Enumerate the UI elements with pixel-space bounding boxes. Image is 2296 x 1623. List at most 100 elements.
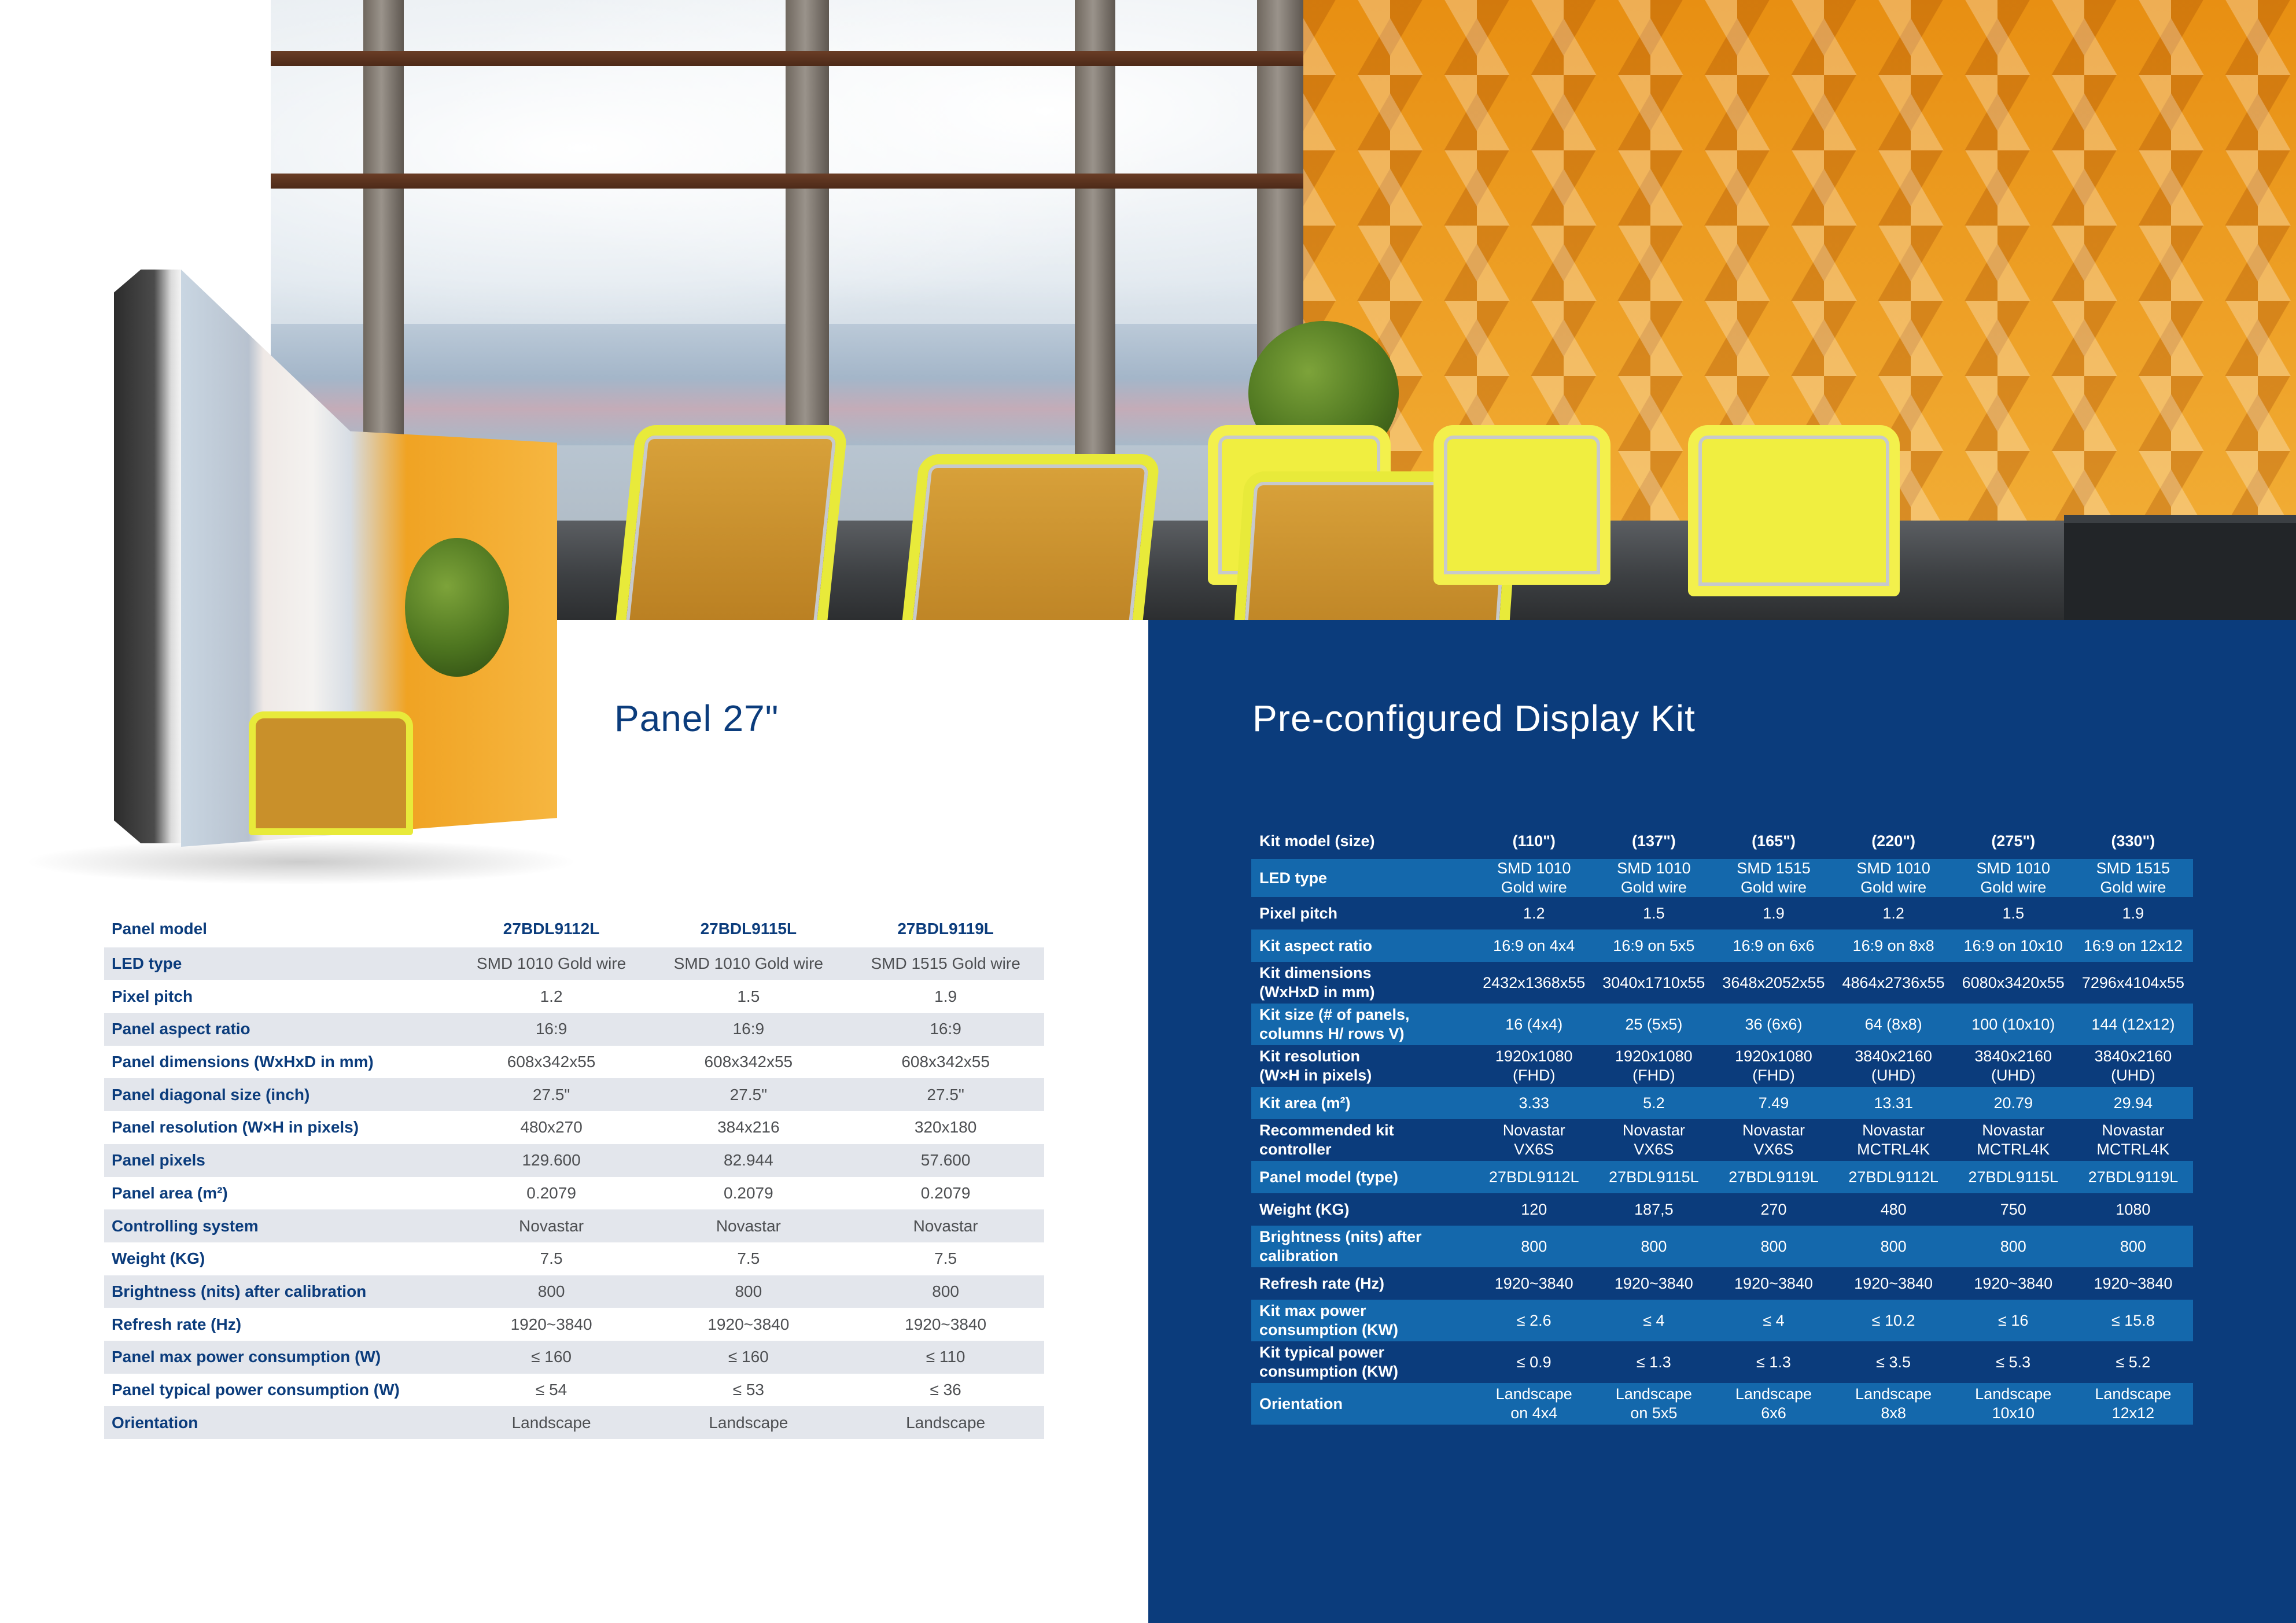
cell-value-line: 16:9 on 12x12 — [2083, 936, 2183, 954]
cell-value: 1920~3840 — [2073, 1267, 2193, 1300]
cell-value: ≤ 160 — [650, 1340, 847, 1374]
kit-row-pixel-pitch: Pixel pitch 1.2 1.5 1.9 1.2 1.5 1.9 — [1251, 897, 2193, 929]
row-label-line: Kit resolution — [1259, 1047, 1360, 1065]
cell-value-line: 16:9 on 10x10 — [1963, 936, 2063, 954]
row-label-line: Kit aspect ratio — [1259, 936, 1373, 954]
cell-value: ≤ 54 — [535, 1380, 567, 1399]
row-label-line: Recommended kit — [1259, 1122, 1394, 1139]
cell-value: SMD 1010 Gold wire — [1594, 859, 1714, 897]
cell-value: 2432x1368x55 — [1474, 962, 1594, 1004]
cell-value: 16:9 on 5x5 — [1594, 929, 1714, 962]
kit-row-panel-model-type: Panel model (type) 27BDL9112L 27BDL9115L 27… — [1251, 1161, 2193, 1193]
panel-row-panel-aspect-ratio: Panel aspect ratio 16:9 16:9 16:9 — [104, 1013, 1044, 1046]
cell-value-line: SMD 1515 — [1737, 860, 1811, 877]
cell-value-line: 36 (6x6) — [1745, 1015, 1803, 1033]
cell-value: ≤ 5.2 — [2073, 1341, 2193, 1383]
row-label-line: (W×H in pixels) — [1259, 1067, 1372, 1084]
kit-row-recommended-kit-controller: Recommended kit controller Novastar VX6S Nov… — [1251, 1119, 2193, 1161]
cell-value: 7.5 — [934, 1249, 957, 1268]
cell-value: 82.944 — [650, 1144, 847, 1177]
cell-value: 1.5 — [1594, 897, 1713, 929]
cell-value-line: 1080 — [2116, 1200, 2151, 1218]
cell-value-line: 1.5 — [1643, 904, 1665, 922]
row-label: Orientation — [104, 1406, 453, 1439]
kit-row-refresh-rate-hz: Refresh rate (Hz) 1920~3840 1920~3840 1920~… — [1251, 1267, 2193, 1300]
cell-value-line: (FHD) — [1752, 1067, 1795, 1084]
cell-value: 25 (5x5) — [1594, 1004, 1714, 1045]
cell-value: 4864x2736x55 — [1834, 962, 1954, 1004]
cell-value: ≤ 10.2 — [1833, 1300, 1954, 1341]
cell-value: ≤ 110 — [847, 1340, 1044, 1374]
cell-value: 27BDL9115L — [1594, 1161, 1714, 1193]
panel-row-refresh-rate-hz: Refresh rate (Hz) 1920~3840 1920~3840 1920~… — [104, 1308, 1044, 1341]
window-frame-bar — [271, 51, 1303, 66]
panel-spec-table: Panel model 27BDL9112L 27BDL9115L 27BDL9… — [104, 913, 1044, 1439]
cell-value: 320x180 — [914, 1118, 977, 1137]
cell-value-line: 6x6 — [1761, 1404, 1786, 1422]
cell-value-line: (UHD) — [1871, 1067, 1916, 1084]
row-label-line: Kit area (m²) — [1259, 1094, 1351, 1112]
cell-value: 29.94 — [2073, 1087, 2193, 1119]
row-label-line: Panel model (type) — [1259, 1168, 1399, 1186]
cell-value-line: 1920~3840 — [1734, 1274, 1813, 1292]
cell-value-line: on 5x5 — [1630, 1404, 1678, 1422]
cell-value-line: Landscape — [1855, 1385, 1932, 1403]
row-label-line: Pixel pitch — [1259, 904, 1338, 922]
cell-value: Novastar — [847, 1209, 1044, 1242]
row-label: Refresh rate (Hz) — [1251, 1267, 1474, 1300]
cell-value-line: 1920~3840 — [1854, 1274, 1933, 1292]
cell-value-line: 1920x1080 — [1735, 1047, 1812, 1065]
chair — [1433, 425, 1610, 585]
cell-value-line: 100 (10x10) — [1971, 1015, 2055, 1033]
cell-value-line: 1920x1080 — [1615, 1047, 1693, 1065]
cell-value: Novastar — [452, 1209, 650, 1242]
cell-value-line: ≤ 5.2 — [2116, 1353, 2151, 1371]
cell-value: ≤ 16 — [1953, 1300, 2073, 1341]
cell-value-line: (UHD) — [2111, 1067, 2155, 1084]
row-label-line: Kit dimensions — [1259, 964, 1372, 982]
cell-value: 1920x1080 (FHD) — [1594, 1045, 1713, 1087]
cell-value-line: 800 — [2000, 1237, 2026, 1255]
cell-value: Landscape on 4x4 — [1474, 1383, 1594, 1425]
cell-value-line: 3840x2160 — [1855, 1047, 1932, 1065]
cell-value: 0.2079 — [920, 1183, 971, 1202]
cell-value: 6080x3420x55 — [1954, 962, 2073, 1004]
cell-value: 144 (12x12) — [2073, 1004, 2193, 1045]
panel-shadow — [23, 839, 578, 885]
kit-row-kit-dimensions-wxhxd-in-mm: Kit dimensions (WxHxD in mm) 2432x1368x55 3… — [1251, 962, 2193, 1004]
cell-value: 3040x1710x55 — [1594, 962, 1713, 1004]
cell-value-line: Gold wire — [2100, 879, 2166, 896]
cell-value: 57.600 — [847, 1144, 1044, 1177]
kit-size-header: (137") — [1631, 832, 1676, 850]
cell-value-line: on 4x4 — [1510, 1404, 1558, 1422]
cell-value: Novastar VX6S — [1713, 1119, 1833, 1161]
cell-value-line: Landscape — [1495, 1385, 1572, 1403]
panel-model-header: 27BDL9119L — [847, 913, 1044, 947]
row-label: Kit max power consumption (KW) — [1251, 1300, 1475, 1341]
cell-value: ≤ 4 — [1594, 1300, 1714, 1341]
cell-value: 36 (6x6) — [1713, 1004, 1834, 1045]
cell-value-line: ≤ 16 — [1998, 1311, 2029, 1329]
cell-value: 3840x2160 (UHD) — [1954, 1045, 2073, 1087]
cell-value: 270 — [1713, 1193, 1833, 1226]
cell-value: 27BDL9115L — [1953, 1161, 2073, 1193]
cell-value: 187,5 — [1594, 1193, 1713, 1226]
cell-value-line: VX6S — [1634, 1141, 1674, 1158]
cell-value: 1.9 — [2073, 897, 2193, 929]
cell-value: 1920~3840 — [1713, 1267, 1833, 1300]
cell-value-line: ≤ 5.3 — [1996, 1353, 2031, 1371]
cell-value-line: VX6S — [1514, 1141, 1554, 1158]
cell-value: 608x342x55 — [507, 1053, 596, 1071]
kit-row-kit-resolution-w-h-in-pixels: Kit resolution (W×H in pixels) 1920x1080 (F… — [1251, 1045, 2193, 1087]
row-label: Kit resolution (W×H in pixels) — [1251, 1045, 1474, 1087]
cell-value: 16 (4x4) — [1474, 1004, 1594, 1045]
cell-value: 1920~3840 — [707, 1315, 790, 1333]
cell-value: 800 — [1713, 1226, 1834, 1267]
cell-value-line: 64 (8x8) — [1864, 1015, 1922, 1033]
cell-value-line: ≤ 1.3 — [1756, 1353, 1791, 1371]
hero-photo-conference-room — [271, 0, 2296, 620]
cell-value: ≤ 36 — [930, 1380, 961, 1399]
cell-value: 800 — [1833, 1226, 1954, 1267]
cell-value: Novastar VX6S — [1594, 1119, 1713, 1161]
cell-value: 750 — [1954, 1193, 2073, 1226]
